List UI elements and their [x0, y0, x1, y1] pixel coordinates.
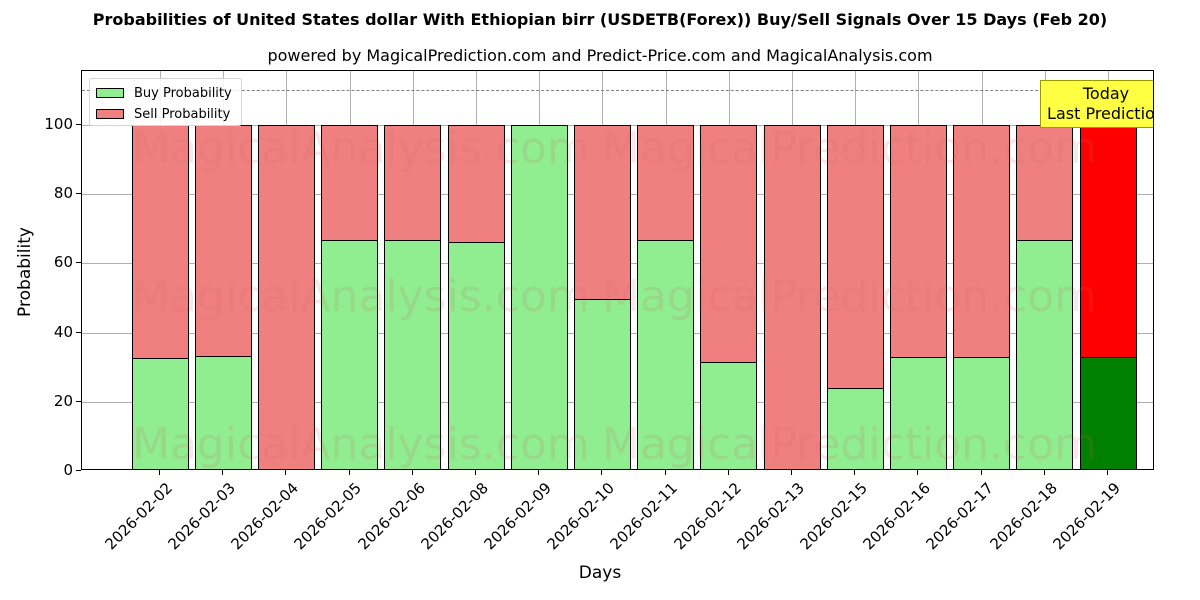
- sell-bar: [447, 125, 505, 243]
- y-tick-label: 60: [53, 253, 73, 272]
- buy-bar: [321, 239, 379, 469]
- x-tick-mark: [285, 470, 287, 475]
- x-tick-label: 2026-02-09: [480, 479, 555, 554]
- buy-bar: [637, 239, 695, 469]
- buy-bar: [1016, 239, 1074, 469]
- y-tick-mark: [76, 262, 81, 264]
- x-tick-mark: [727, 470, 729, 475]
- today-annotation: Today Last Prediction: [1040, 80, 1154, 128]
- y-tick-label: 100: [44, 115, 73, 133]
- x-tick-label: 2026-02-13: [733, 479, 808, 554]
- y-tick-mark: [76, 193, 81, 195]
- x-tick-label: 2026-02-05: [290, 479, 366, 554]
- reference-line: [82, 90, 1153, 92]
- annotation-line2: Last Prediction: [1047, 104, 1154, 123]
- chart-title: Probabilities of United States dollar Wi…: [92, 10, 1108, 29]
- annotation-line1: Today: [1082, 84, 1130, 103]
- x-axis-label: Days: [578, 563, 622, 583]
- y-tick-mark: [76, 400, 81, 402]
- legend-item-sell: Sell Probability: [96, 106, 230, 122]
- x-tick-label: 2026-02-12: [670, 479, 745, 554]
- legend-item-buy: Buy Probability: [96, 85, 232, 101]
- x-tick-mark: [854, 470, 856, 475]
- x-tick-label: 2026-02-18: [986, 479, 1061, 554]
- x-tick-mark: [538, 470, 540, 475]
- sell-bar: [573, 125, 631, 300]
- buy-bar: [384, 239, 442, 469]
- sell-bar: [953, 125, 1011, 359]
- sell-bar: [763, 125, 821, 469]
- x-tick-mark: [664, 470, 666, 475]
- x-tick-label: 2026-02-11: [606, 479, 682, 554]
- y-axis-label: Probability: [15, 227, 35, 317]
- buy-bar: [700, 361, 758, 469]
- x-tick-mark: [348, 470, 350, 475]
- buy-bar: [510, 125, 568, 469]
- y-tick-label: 40: [53, 322, 73, 341]
- sell-bar: [1079, 125, 1137, 359]
- sell-swatch-icon: [96, 109, 124, 119]
- legend-sell-label: Sell Probability: [134, 106, 231, 122]
- legend-buy-label: Buy Probability: [134, 85, 232, 101]
- x-tick-label: 2026-02-04: [227, 479, 303, 554]
- y-tick-mark: [76, 331, 81, 333]
- sell-bar: [321, 125, 379, 241]
- x-tick-mark: [917, 470, 919, 475]
- x-tick-mark: [159, 470, 160, 475]
- x-tick-mark: [475, 470, 476, 475]
- x-tick-mark: [1107, 470, 1108, 475]
- x-tick-mark: [222, 470, 224, 475]
- buy-bar: [573, 298, 631, 469]
- x-tick-mark: [1043, 470, 1045, 475]
- chart-subtitle: powered by MagicalPrediction.com and Pre…: [267, 46, 933, 65]
- buy-swatch-icon: [96, 88, 124, 98]
- y-tick-label: 80: [53, 184, 73, 203]
- y-tick-label: 20: [53, 391, 73, 410]
- x-tick-label: 2026-02-02: [101, 479, 176, 554]
- y-tick-mark: [76, 124, 81, 125]
- x-tick-label: 2026-02-08: [417, 479, 492, 554]
- buy-bar: [889, 356, 947, 469]
- y-tick-mark: [76, 470, 81, 471]
- x-tick-label: 2026-02-03: [164, 479, 239, 554]
- buy-bar: [447, 241, 505, 469]
- x-tick-mark: [791, 470, 792, 475]
- x-tick-label: 2026-02-19: [1049, 479, 1124, 554]
- sell-bar: [637, 125, 695, 241]
- plot-area: MagicalAnalysis.comMagicalPrediction.com…: [81, 70, 1154, 470]
- sell-bar: [257, 125, 315, 469]
- buy-bar: [826, 387, 884, 469]
- sell-bar: [194, 125, 252, 357]
- sell-bar: [700, 125, 758, 363]
- sell-bar: [1016, 125, 1074, 241]
- buy-bar: [194, 355, 252, 469]
- sell-bar: [889, 125, 947, 359]
- x-tick-label: 2026-02-10: [543, 479, 619, 554]
- buy-bar: [953, 356, 1011, 469]
- x-tick-mark: [411, 470, 413, 475]
- sell-bar: [826, 125, 884, 390]
- x-tick-label: 2026-02-15: [796, 479, 871, 554]
- y-tick-label: 0: [63, 461, 73, 479]
- buy-bar: [1079, 356, 1137, 469]
- buy-bar: [131, 357, 189, 469]
- x-tick-mark: [601, 470, 603, 475]
- x-tick-label: 2026-02-06: [354, 479, 429, 554]
- legend: Buy Probability Sell Probability: [89, 78, 242, 126]
- sell-bar: [131, 125, 189, 359]
- sell-bar: [384, 125, 442, 241]
- x-tick-label: 2026-02-17: [922, 479, 998, 554]
- x-tick-label: 2026-02-16: [859, 479, 935, 554]
- x-tick-mark: [980, 470, 982, 475]
